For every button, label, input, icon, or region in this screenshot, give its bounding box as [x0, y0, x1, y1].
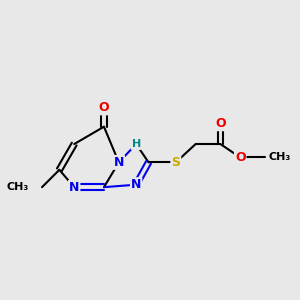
Text: O: O	[215, 117, 226, 130]
Text: O: O	[99, 101, 109, 114]
Text: O: O	[235, 151, 245, 164]
Text: CH₃: CH₃	[269, 152, 291, 162]
Text: S: S	[171, 156, 180, 169]
Text: N: N	[69, 181, 80, 194]
Text: N: N	[131, 178, 141, 191]
Text: H: H	[131, 139, 141, 149]
Text: N: N	[114, 156, 124, 169]
Text: CH₃: CH₃	[6, 182, 28, 192]
